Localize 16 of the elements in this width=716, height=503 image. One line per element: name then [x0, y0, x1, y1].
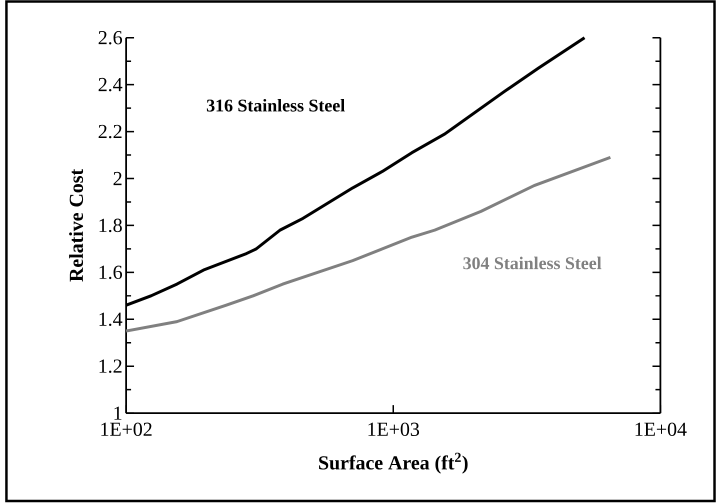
x-tick-label: 1E+04 — [636, 422, 687, 436]
y-tick-label: 1.2 — [100, 360, 122, 374]
y-tick-label: 1.6 — [100, 266, 122, 280]
series-label: 304 Stainless Steel — [463, 256, 602, 270]
text: 316 Stainless Steel — [206, 99, 345, 112]
y-tick-label: 2.6 — [98, 31, 122, 45]
x-tick-label: 1E+02 — [101, 422, 152, 436]
y-tick-label: 2 — [114, 172, 122, 186]
y-tick-label: 1 — [114, 406, 122, 420]
x-axis-title: Surface Area (ft$^{2}$) — [319, 452, 468, 474]
x-tick-label: 1E+03 — [368, 422, 420, 436]
y-tick-label: 2.2 — [98, 125, 122, 139]
y-tick-label: 2.4 — [98, 78, 122, 92]
y-tick-label: 1.8 — [100, 218, 122, 232]
y-tick-label: 1.4 — [100, 312, 122, 326]
y-axis-title: Relative Cost — [69, 169, 84, 282]
